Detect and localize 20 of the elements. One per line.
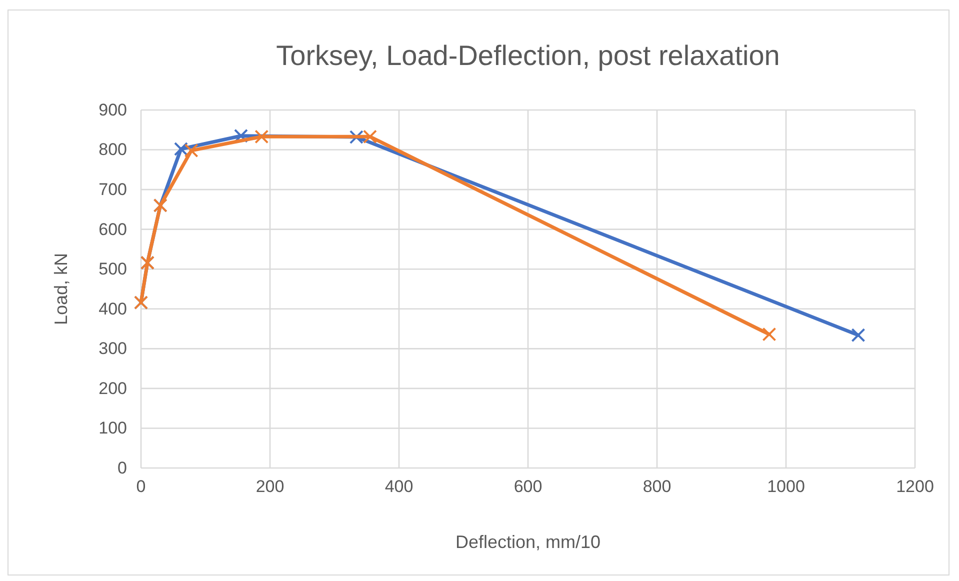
y-tick-label: 100	[98, 418, 127, 438]
y-tick-label: 400	[98, 299, 127, 318]
x-tick-label: 800	[642, 477, 672, 496]
x-tick-label: 600	[514, 477, 542, 496]
x-axis-title: Deflection, mm/10	[455, 532, 601, 552]
y-tick-label: 600	[98, 220, 127, 239]
y-tick-label: 200	[98, 378, 127, 398]
chart-title: Torksey, Load-Deflection, post relaxation	[276, 40, 780, 71]
y-tick-label: 800	[98, 140, 127, 160]
y-tick-label: 900	[98, 100, 127, 120]
y-tick-label: 300	[98, 339, 127, 358]
x-tick-label: 1200	[896, 477, 934, 496]
y-tick-label: 0	[118, 458, 127, 478]
y-tick-label: 500	[98, 260, 127, 279]
x-tick-label: 200	[256, 477, 284, 496]
x-tick-label: 1000	[767, 477, 805, 496]
x-tick-label: 400	[384, 477, 414, 496]
y-tick-label: 700	[98, 180, 127, 199]
x-tick-label: 0	[136, 477, 146, 496]
y-axis-title: Load, kN	[51, 252, 71, 326]
